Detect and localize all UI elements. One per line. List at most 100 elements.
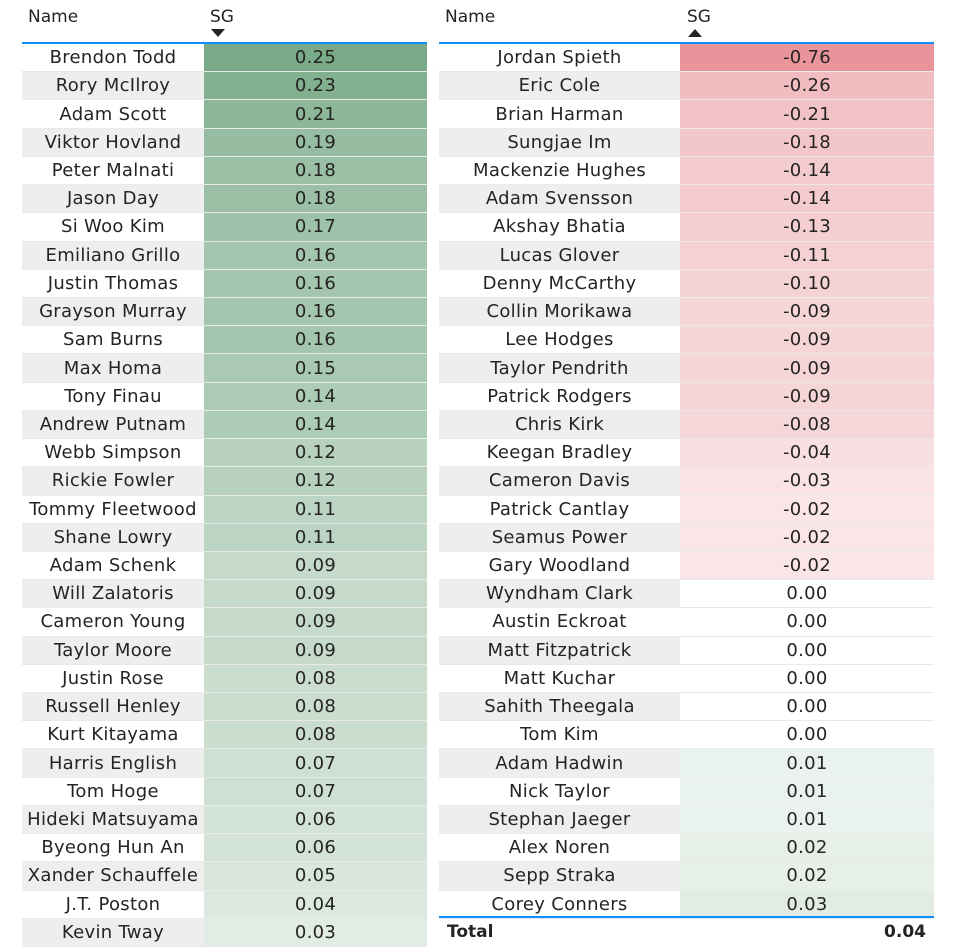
sg-value: 0.18 [204, 185, 427, 213]
table-row[interactable]: Lee Hodges -0.09 [439, 326, 934, 355]
total-label: Total [447, 922, 494, 942]
table-row[interactable]: Collin Morikawa -0.09 [439, 297, 934, 327]
table-row[interactable]: Tony Finau 0.14 [22, 382, 427, 411]
table-row[interactable]: Kevin Tway 0.03 [22, 918, 427, 947]
table-row[interactable]: Sungjae Im -0.18 [439, 128, 934, 157]
table-row[interactable]: Gary Woodland -0.02 [439, 551, 934, 581]
table-row[interactable]: Viktor Hovland 0.19 [22, 128, 427, 157]
table-row[interactable]: Adam Scott 0.21 [22, 100, 427, 129]
table-row[interactable]: Jason Day 0.18 [22, 185, 427, 214]
left-rows: Brendon Todd 0.25 Rory McIlroy 0.23 Adam Sco… [22, 44, 427, 947]
table-row[interactable]: Patrick Rodgers -0.09 [439, 382, 934, 411]
table-row[interactable]: Kurt Kitayama 0.08 [22, 721, 427, 750]
table-row[interactable]: Will Zalatoris 0.09 [22, 580, 427, 609]
table-row[interactable]: Mackenzie Hughes -0.14 [439, 156, 934, 186]
table-row[interactable]: Rory McIlroy 0.23 [22, 72, 427, 101]
table-row[interactable]: Corey Conners 0.03 [439, 890, 934, 919]
table-row[interactable]: Keegan Bradley -0.04 [439, 439, 934, 468]
table-row[interactable]: Tom Kim 0.00 [439, 721, 934, 750]
table-row[interactable]: Xander Schauffele 0.05 [22, 862, 427, 891]
right-table-header: Name SG [439, 0, 934, 44]
sg-value: 0.08 [204, 721, 427, 749]
table-row[interactable]: Adam Hadwin 0.01 [439, 749, 934, 778]
table-row[interactable]: Taylor Pendrith -0.09 [439, 354, 934, 383]
player-name: Si Woo Kim [22, 213, 204, 241]
sg-value: 0.19 [204, 128, 427, 156]
sg-value: -0.13 [680, 213, 934, 241]
table-row[interactable]: Taylor Moore 0.09 [22, 636, 427, 665]
table-row[interactable]: Matt Kuchar 0.00 [439, 664, 934, 694]
table-row[interactable]: Sepp Straka 0.02 [439, 862, 934, 891]
table-row[interactable]: Adam Svensson -0.14 [439, 185, 934, 214]
table-row[interactable]: Si Woo Kim 0.17 [22, 213, 427, 242]
table-row[interactable]: Seamus Power -0.02 [439, 523, 934, 552]
player-name: Xander Schauffele [22, 862, 204, 890]
table-row[interactable]: J.T. Poston 0.04 [22, 890, 427, 919]
total-value: 0.04 [884, 922, 926, 942]
table-row[interactable]: Eric Cole -0.26 [439, 72, 934, 101]
table-row[interactable]: Cameron Young 0.09 [22, 608, 427, 637]
player-name: Taylor Pendrith [439, 354, 680, 382]
sg-value: 0.11 [204, 495, 427, 523]
table-row[interactable]: Tom Hoge 0.07 [22, 777, 427, 806]
table-gap [427, 0, 439, 947]
sort-descending-icon[interactable] [211, 29, 225, 37]
table-row[interactable]: Shane Lowry 0.11 [22, 523, 427, 552]
sg-value: 0.16 [204, 297, 427, 326]
table-row[interactable]: Austin Eckroat 0.00 [439, 608, 934, 637]
left-sg-header[interactable]: SG [210, 7, 234, 27]
table-row[interactable]: Brian Harman -0.21 [439, 100, 934, 129]
sg-value: 0.00 [680, 636, 934, 664]
player-name: Nick Taylor [439, 777, 680, 805]
table-row[interactable]: Cameron Davis -0.03 [439, 467, 934, 496]
table-row[interactable]: Denny McCarthy -0.10 [439, 269, 934, 298]
player-name: Eric Cole [439, 72, 680, 100]
sg-value: 0.09 [204, 551, 427, 580]
table-row[interactable]: Sahith Theegala 0.00 [439, 693, 934, 722]
player-name: Keegan Bradley [439, 439, 680, 467]
sg-value: 0.16 [204, 326, 427, 354]
table-row[interactable]: Justin Rose 0.08 [22, 664, 427, 694]
player-name: Gary Woodland [439, 551, 680, 580]
sg-value: 0.03 [680, 890, 934, 918]
table-row[interactable]: Andrew Putnam 0.14 [22, 410, 427, 440]
table-row[interactable]: Wyndham Clark 0.00 [439, 580, 934, 609]
table-row[interactable]: Adam Schenk 0.09 [22, 551, 427, 581]
table-row[interactable]: Matt Fitzpatrick 0.00 [439, 636, 934, 665]
table-row[interactable]: Patrick Cantlay -0.02 [439, 495, 934, 524]
table-row[interactable]: Rickie Fowler 0.12 [22, 467, 427, 496]
player-name: Justin Thomas [22, 269, 204, 297]
player-name: Harris English [22, 749, 204, 777]
table-row[interactable]: Stephan Jaeger 0.01 [439, 805, 934, 835]
table-row[interactable]: Russell Henley 0.08 [22, 693, 427, 722]
table-row[interactable]: Hideki Matsuyama 0.06 [22, 805, 427, 835]
table-row[interactable]: Alex Noren 0.02 [439, 834, 934, 863]
left-table: Name SG Brendon Todd 0.25 Rory McIlroy 0.23… [22, 0, 427, 947]
left-name-header[interactable]: Name [28, 7, 79, 27]
player-name: Wyndham Clark [439, 580, 680, 608]
player-name: Will Zalatoris [22, 580, 204, 608]
right-sg-header[interactable]: SG [687, 7, 711, 27]
sg-value: 0.09 [204, 636, 427, 664]
table-row[interactable]: Akshay Bhatia -0.13 [439, 213, 934, 242]
right-name-header[interactable]: Name [445, 7, 496, 27]
table-row[interactable]: Chris Kirk -0.08 [439, 410, 934, 440]
table-row[interactable]: Nick Taylor 0.01 [439, 777, 934, 806]
table-row[interactable]: Tommy Fleetwood 0.11 [22, 495, 427, 524]
table-row[interactable]: Grayson Murray 0.16 [22, 297, 427, 327]
table-row[interactable]: Peter Malnati 0.18 [22, 156, 427, 186]
table-row[interactable]: Byeong Hun An 0.06 [22, 834, 427, 863]
table-row[interactable]: Justin Thomas 0.16 [22, 269, 427, 298]
table-row[interactable]: Harris English 0.07 [22, 749, 427, 778]
table-row[interactable]: Sam Burns 0.16 [22, 326, 427, 355]
sg-value: 0.12 [204, 467, 427, 495]
table-row[interactable]: Jordan Spieth -0.76 [439, 44, 934, 73]
player-name: Patrick Rodgers [439, 382, 680, 410]
table-row[interactable]: Max Homa 0.15 [22, 354, 427, 383]
table-row[interactable]: Emiliano Grillo 0.16 [22, 241, 427, 270]
table-row[interactable]: Webb Simpson 0.12 [22, 439, 427, 468]
table-row[interactable]: Lucas Glover -0.11 [439, 241, 934, 270]
sort-ascending-icon[interactable] [688, 29, 702, 37]
player-name: Jason Day [22, 185, 204, 213]
table-row[interactable]: Brendon Todd 0.25 [22, 44, 427, 73]
